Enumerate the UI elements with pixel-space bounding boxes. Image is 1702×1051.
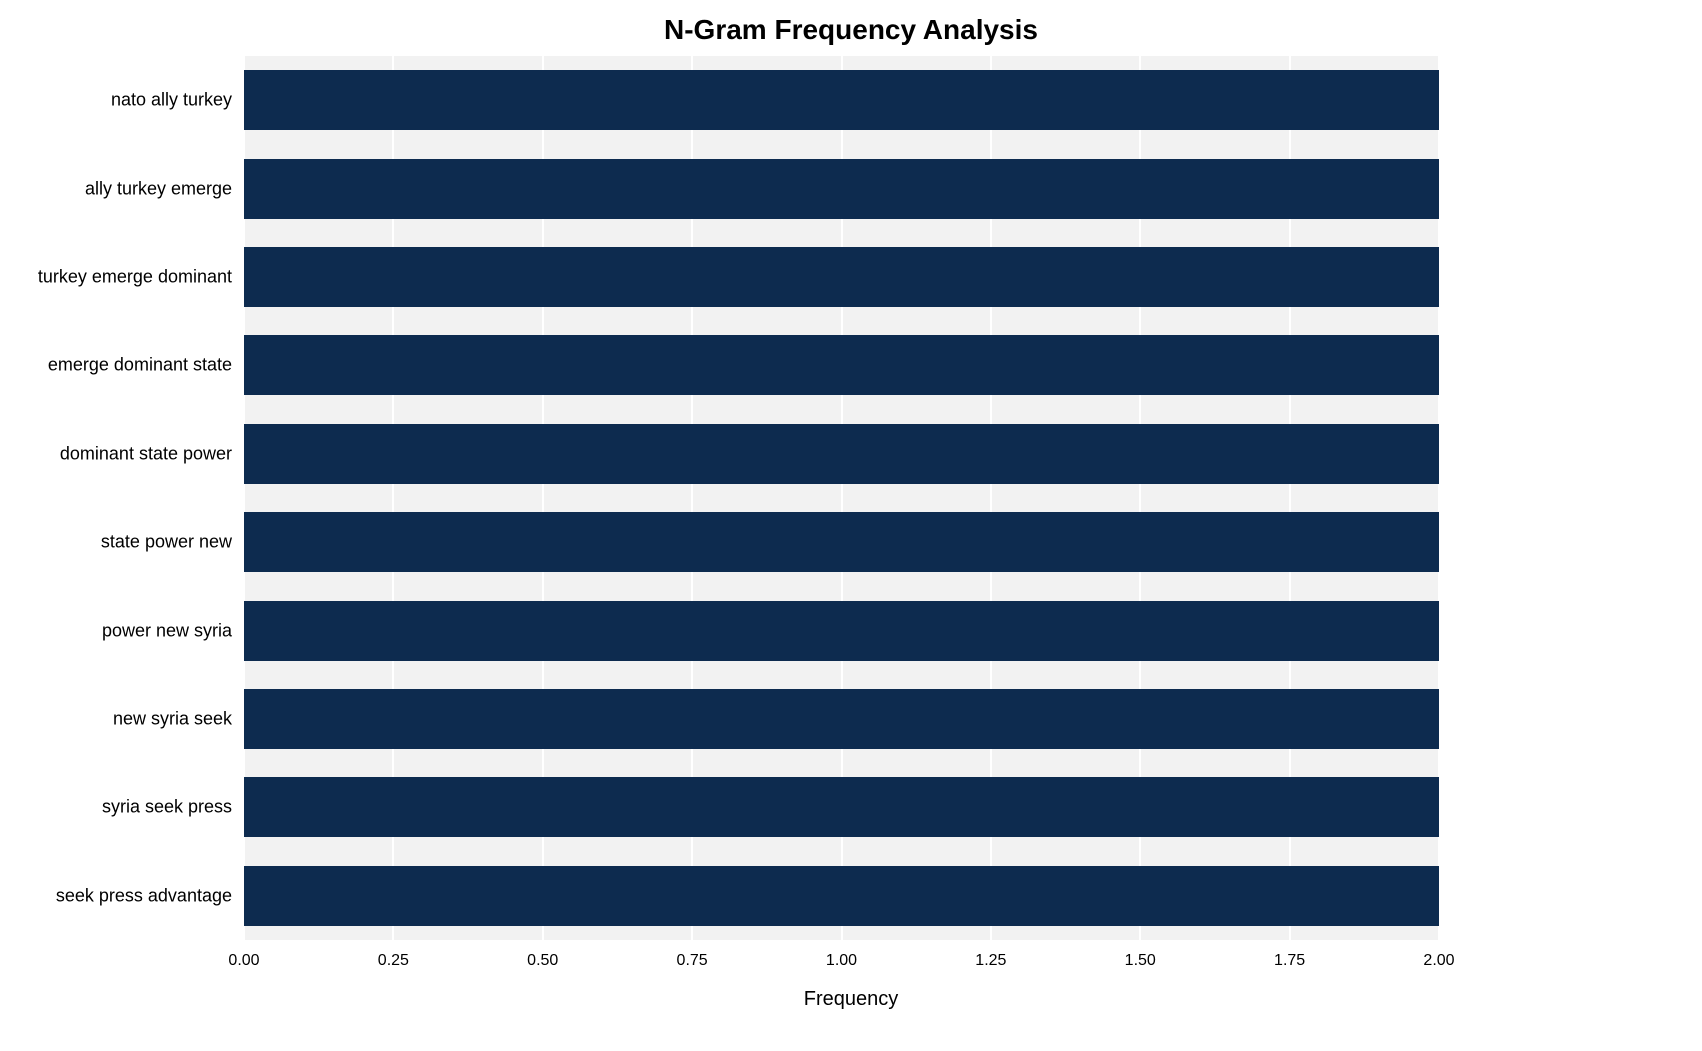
- y-axis-label: ally turkey emerge: [0, 178, 232, 199]
- bar: [244, 247, 1439, 307]
- bar-row: [244, 852, 1439, 940]
- bar: [244, 777, 1439, 837]
- y-axis-label: turkey emerge dominant: [0, 267, 232, 288]
- bar: [244, 512, 1439, 572]
- bar: [244, 159, 1439, 219]
- x-axis-title: Frequency: [0, 988, 1702, 1011]
- x-axis-tick-label: 1.75: [1274, 952, 1305, 970]
- bar-row: [244, 763, 1439, 851]
- bar-row: [244, 410, 1439, 498]
- y-axis-label: dominant state power: [0, 443, 232, 464]
- y-axis-label: emerge dominant state: [0, 355, 232, 376]
- x-axis-tick-label: 0.50: [527, 952, 558, 970]
- chart-title: N-Gram Frequency Analysis: [0, 14, 1702, 46]
- bar: [244, 424, 1439, 484]
- y-axis-label: state power new: [0, 532, 232, 553]
- bar-row: [244, 498, 1439, 586]
- bar-row: [244, 233, 1439, 321]
- bar: [244, 689, 1439, 749]
- x-axis-tick-label: 0.25: [378, 952, 409, 970]
- y-axis-label: seek press advantage: [0, 885, 232, 906]
- x-axis-tick-label: 1.00: [826, 952, 857, 970]
- y-axis-label: power new syria: [0, 620, 232, 641]
- y-axis-label: nato ally turkey: [0, 90, 232, 111]
- x-axis-tick-label: 2.00: [1423, 952, 1454, 970]
- bar-row: [244, 675, 1439, 763]
- ngram-frequency-chart: N-Gram Frequency Analysis nato ally turk…: [0, 0, 1702, 1051]
- plot-area: [244, 56, 1439, 940]
- y-axis-label: syria seek press: [0, 797, 232, 818]
- bar-row: [244, 56, 1439, 144]
- x-axis-tick-label: 1.50: [1125, 952, 1156, 970]
- bar-row: [244, 586, 1439, 674]
- bar-row: [244, 144, 1439, 232]
- y-axis-label: new syria seek: [0, 709, 232, 730]
- bar: [244, 70, 1439, 130]
- bar: [244, 601, 1439, 661]
- bar: [244, 335, 1439, 395]
- x-axis-tick-label: 0.75: [677, 952, 708, 970]
- bar: [244, 866, 1439, 926]
- bar-row: [244, 321, 1439, 409]
- x-axis-tick-label: 0.00: [228, 952, 259, 970]
- x-axis-tick-label: 1.25: [975, 952, 1006, 970]
